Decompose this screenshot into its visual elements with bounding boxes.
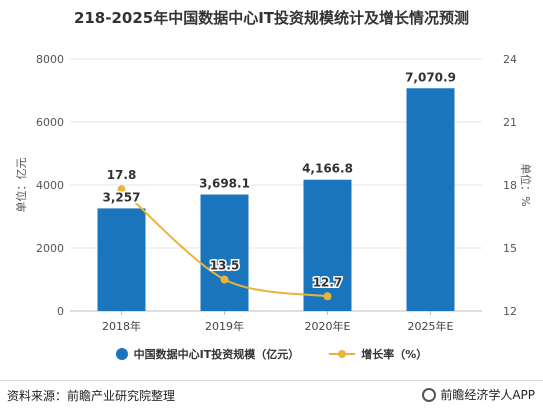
growth-point	[220, 275, 229, 284]
legend-swatch-bar	[115, 348, 128, 360]
y-left-tick-label: 6000	[36, 116, 64, 129]
y-right-tick-label: 21	[503, 116, 517, 129]
bar-value-label: 7,070.9	[405, 70, 456, 84]
y-left-tick-label: 8000	[36, 53, 64, 66]
y-left-tick-label: 2000	[36, 242, 64, 255]
legend-label-line: 增长率（%）	[361, 348, 428, 361]
line-value-label: 17.8	[107, 168, 137, 182]
growth-point	[117, 185, 126, 194]
y-right-axis-label: 单位：%	[519, 163, 533, 206]
growth-point	[323, 292, 332, 301]
bar	[97, 208, 146, 311]
x-tick-label: 2025年E	[408, 319, 454, 333]
line-value-label: 13.5	[210, 259, 240, 273]
legend-item-bar: 中国数据中心IT投资规模（亿元）	[115, 346, 300, 362]
x-tick-label: 2019年	[205, 319, 244, 333]
bar	[200, 194, 249, 311]
y-right-tick-label: 15	[503, 242, 517, 255]
chart-title: 218-2025年中国数据中心IT投资规模统计及增长情况预测	[73, 9, 470, 27]
y-left-tick-label: 0	[57, 305, 64, 318]
brand-logo-icon	[422, 387, 437, 402]
legend-swatch-line	[329, 348, 356, 360]
y-right-tick-label: 24	[503, 53, 517, 66]
y-right-tick-label: 18	[503, 179, 517, 192]
bar-value-label: 3,698.1	[199, 177, 250, 191]
footer: 资料来源：前瞻产业研究院整理 前瞻经济学人APP	[0, 380, 543, 412]
brand-name: 前瞻经济学人APP	[440, 388, 535, 402]
brand: 前瞻经济学人APP	[422, 386, 535, 403]
x-tick-label: 2018年	[102, 319, 141, 333]
y-right-tick-label: 12	[503, 305, 517, 318]
line-value-label: 12.7	[313, 275, 343, 289]
source-note: 资料来源：前瞻产业研究院整理	[7, 389, 176, 403]
y-left-axis-label: 单位：亿元	[14, 158, 28, 213]
y-left-tick-label: 4000	[36, 179, 64, 192]
legend-label-bar: 中国数据中心IT投资规模（亿元）	[133, 348, 300, 361]
bar-value-label: 4,166.8	[302, 162, 353, 176]
bar	[303, 179, 352, 311]
bar	[406, 88, 455, 311]
legend-item-line: 增长率（%）	[329, 346, 427, 362]
chart-legend: 中国数据中心IT投资规模（亿元） 增长率（%）	[0, 346, 543, 362]
bar-value-label: 3,257	[103, 190, 141, 204]
x-tick-label: 2020年E	[305, 319, 351, 333]
combo-chart: 0 2000 4000 6000 8000 12 15 18 21 24 单位：亿元 单位：% 2018…	[14, 53, 533, 333]
